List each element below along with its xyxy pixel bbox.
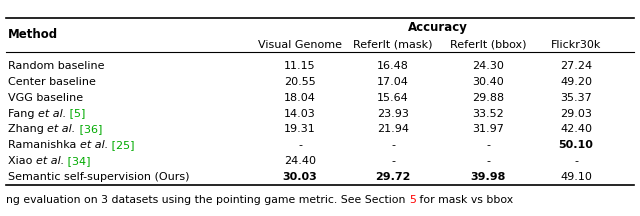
Text: ReferIt (bbox): ReferIt (bbox) (450, 40, 526, 49)
Text: ReferIt (mask): ReferIt (mask) (353, 40, 433, 49)
Text: Ramanishka: Ramanishka (8, 140, 80, 150)
Text: 20.55: 20.55 (284, 77, 316, 87)
Text: et al.: et al. (80, 140, 108, 150)
Text: for mask vs bbox: for mask vs bbox (416, 195, 513, 205)
Text: VGG baseline: VGG baseline (8, 93, 83, 103)
Text: Center baseline: Center baseline (8, 77, 96, 87)
Text: 16.48: 16.48 (377, 61, 409, 71)
Text: 50.10: 50.10 (559, 140, 593, 150)
Text: 30.40: 30.40 (472, 77, 504, 87)
Text: -: - (486, 140, 490, 150)
Text: 17.04: 17.04 (377, 77, 409, 87)
Text: 49.20: 49.20 (560, 77, 592, 87)
Text: Fang: Fang (8, 109, 38, 119)
Text: 30.03: 30.03 (283, 172, 317, 182)
Text: 24.40: 24.40 (284, 156, 316, 166)
Text: [36]: [36] (76, 124, 102, 134)
Text: 29.72: 29.72 (375, 172, 411, 182)
Text: 18.04: 18.04 (284, 93, 316, 103)
Text: Random baseline: Random baseline (8, 61, 104, 71)
Text: 5: 5 (409, 195, 416, 205)
Text: 21.94: 21.94 (377, 124, 409, 134)
Text: Semantic self-supervision (Ours): Semantic self-supervision (Ours) (8, 172, 189, 182)
Text: 42.40: 42.40 (560, 124, 592, 134)
Text: 11.15: 11.15 (284, 61, 316, 71)
Text: 31.97: 31.97 (472, 124, 504, 134)
Text: 33.52: 33.52 (472, 109, 504, 119)
Text: Flickr30k: Flickr30k (551, 40, 601, 49)
Text: 29.88: 29.88 (472, 93, 504, 103)
Text: 23.93: 23.93 (377, 109, 409, 119)
Text: 49.10: 49.10 (560, 172, 592, 182)
Text: et al.: et al. (36, 156, 64, 166)
Text: 15.64: 15.64 (377, 93, 409, 103)
Text: 24.30: 24.30 (472, 61, 504, 71)
Text: -: - (391, 140, 395, 150)
Text: Xiao: Xiao (8, 156, 36, 166)
Text: et al.: et al. (38, 109, 67, 119)
Text: 29.03: 29.03 (560, 109, 592, 119)
Text: ng evaluation on 3 datasets using the pointing game metric. See Section: ng evaluation on 3 datasets using the po… (6, 195, 409, 205)
Text: Method: Method (8, 29, 58, 41)
Text: 39.98: 39.98 (470, 172, 506, 182)
Text: 14.03: 14.03 (284, 109, 316, 119)
Text: Visual Genome: Visual Genome (258, 40, 342, 49)
Text: -: - (391, 156, 395, 166)
Text: -: - (574, 156, 578, 166)
Text: et al.: et al. (47, 124, 76, 134)
Text: -: - (486, 156, 490, 166)
Text: 27.24: 27.24 (560, 61, 592, 71)
Text: -: - (298, 140, 302, 150)
Text: Accuracy: Accuracy (408, 21, 468, 34)
Text: Zhang: Zhang (8, 124, 47, 134)
Text: 35.37: 35.37 (560, 93, 592, 103)
Text: [25]: [25] (108, 140, 134, 150)
Text: [34]: [34] (64, 156, 91, 166)
Text: [5]: [5] (67, 109, 86, 119)
Text: 19.31: 19.31 (284, 124, 316, 134)
